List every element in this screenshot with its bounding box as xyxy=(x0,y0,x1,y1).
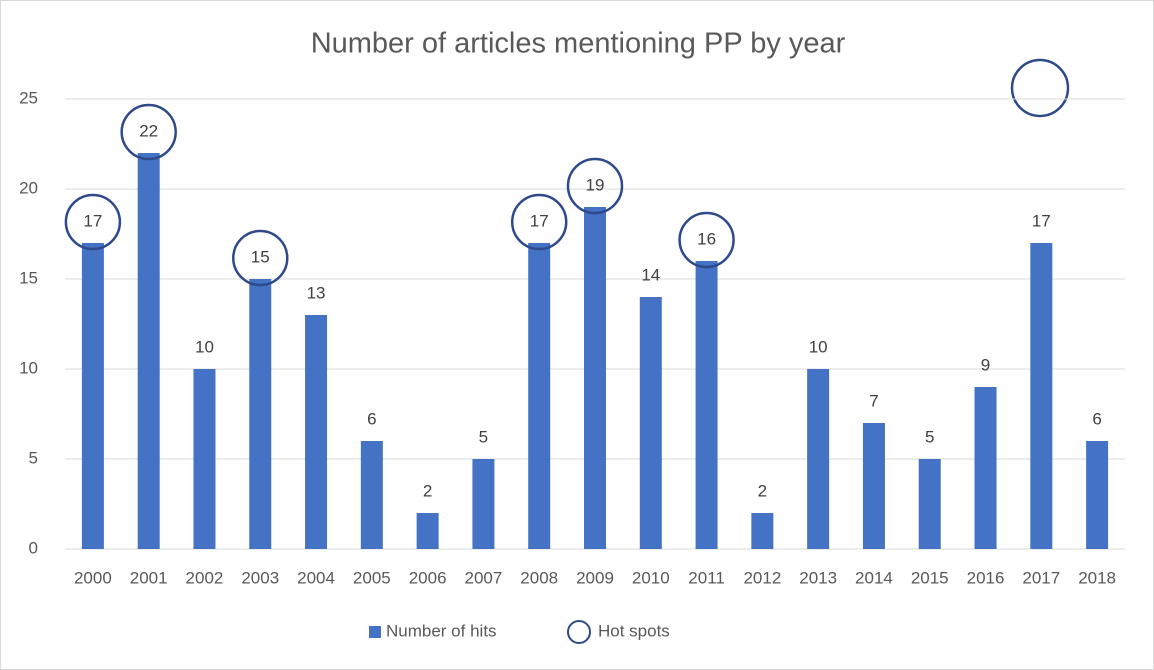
x-tick-label: 2003 xyxy=(241,568,279,587)
data-label: 6 xyxy=(1092,409,1101,428)
y-tick-label: 10 xyxy=(19,358,38,377)
data-label: 5 xyxy=(925,427,934,446)
x-tick-label: 2017 xyxy=(1022,568,1060,587)
x-tick-label: 2008 xyxy=(520,568,558,587)
bar xyxy=(807,369,830,549)
data-label: 5 xyxy=(479,427,488,446)
y-tick-label: 15 xyxy=(19,268,38,287)
data-label: 19 xyxy=(586,175,605,194)
bar xyxy=(416,513,439,549)
hot-spot xyxy=(120,103,177,161)
data-label: 17 xyxy=(1032,211,1051,230)
y-tick-label: 25 xyxy=(19,88,38,107)
x-tick-label: 2018 xyxy=(1078,568,1116,587)
data-label: 10 xyxy=(195,337,214,356)
bar xyxy=(695,261,718,549)
x-tick-label: 2013 xyxy=(799,568,837,587)
data-label: 2 xyxy=(758,481,767,500)
y-tick-label: 5 xyxy=(29,448,38,467)
data-label: 2 xyxy=(423,481,432,500)
x-tick-label: 2009 xyxy=(576,568,614,587)
x-tick-label: 2012 xyxy=(743,568,781,587)
legend-swatch xyxy=(369,626,381,638)
annotation-circle xyxy=(1010,58,1070,118)
x-tick-label: 2016 xyxy=(967,568,1005,587)
bar xyxy=(472,459,495,549)
data-label: 17 xyxy=(530,211,549,230)
x-tick-label: 2004 xyxy=(297,568,335,587)
bar xyxy=(1030,243,1053,549)
x-tick-label: 2000 xyxy=(74,568,112,587)
bar xyxy=(360,441,383,549)
bar xyxy=(584,207,606,549)
hot-spot xyxy=(678,211,735,269)
bar xyxy=(249,279,272,549)
bar xyxy=(862,423,885,549)
bar xyxy=(193,369,216,549)
data-label: 6 xyxy=(367,409,376,428)
bar xyxy=(639,297,662,549)
hot-spot xyxy=(566,157,624,215)
x-tick-label: 2011 xyxy=(688,568,725,587)
data-label: 14 xyxy=(641,265,660,284)
bar xyxy=(751,513,774,549)
data-label: 13 xyxy=(307,283,326,302)
hot-spot xyxy=(510,193,568,251)
bar xyxy=(81,243,104,549)
data-label: 17 xyxy=(83,211,102,230)
data-label: 10 xyxy=(809,337,828,356)
bar xyxy=(974,387,997,549)
y-tick-label: 0 xyxy=(29,538,38,557)
data-label: 16 xyxy=(697,229,716,248)
x-tick-label: 2006 xyxy=(409,568,447,587)
bar xyxy=(1086,441,1109,549)
legend-label: Number of hits xyxy=(386,621,497,640)
data-label: 7 xyxy=(869,391,878,410)
x-tick-label: 2002 xyxy=(186,568,224,587)
x-tick-label: 2015 xyxy=(911,568,949,587)
bar xyxy=(305,315,328,549)
bar xyxy=(918,459,941,549)
data-label: 15 xyxy=(251,247,270,266)
legend-label: Hot spots xyxy=(598,621,670,640)
bar xyxy=(137,153,160,549)
hot-spot xyxy=(232,229,289,287)
x-tick-label: 2005 xyxy=(353,568,391,587)
legend-swatch xyxy=(567,620,591,644)
x-tick-label: 2007 xyxy=(465,568,503,587)
hot-spot xyxy=(64,193,122,251)
data-label: 22 xyxy=(139,121,158,140)
x-tick-label: 2010 xyxy=(632,568,670,587)
x-tick-label: 2001 xyxy=(130,568,168,587)
data-label: 9 xyxy=(981,355,990,374)
y-tick-label: 20 xyxy=(19,178,38,197)
chart-title: Number of articles mentioning PP by year xyxy=(311,28,846,60)
bar xyxy=(528,243,551,549)
x-tick-label: 2014 xyxy=(855,568,893,587)
